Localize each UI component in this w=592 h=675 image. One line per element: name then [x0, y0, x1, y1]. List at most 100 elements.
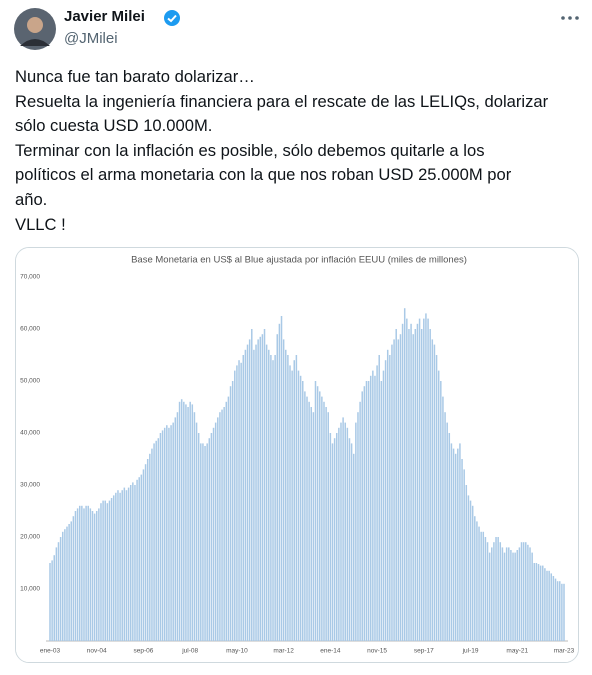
bar	[76, 508, 79, 641]
bar	[217, 417, 219, 641]
bar	[316, 386, 319, 641]
bar	[127, 487, 130, 641]
bar	[195, 422, 198, 641]
avatar[interactable]	[14, 8, 56, 50]
bar	[168, 427, 170, 641]
bar	[403, 308, 406, 641]
bar	[386, 349, 389, 641]
bar	[478, 526, 480, 641]
x-tick-label: may-10	[226, 648, 248, 655]
bar	[142, 469, 145, 641]
bar	[457, 448, 459, 641]
bar	[308, 401, 310, 641]
bar	[346, 427, 349, 641]
bar	[59, 537, 62, 641]
bar	[429, 329, 431, 641]
bar	[318, 391, 321, 641]
bar	[482, 531, 485, 641]
bar	[495, 537, 497, 641]
bar	[149, 453, 151, 641]
x-tick-label: ene-14	[320, 648, 341, 655]
bar	[295, 355, 298, 641]
tweet-line: año.	[15, 190, 48, 209]
more-menu[interactable]	[560, 12, 580, 24]
bar	[140, 474, 143, 641]
x-tick-label: may-21	[506, 648, 528, 655]
bar	[282, 339, 285, 641]
tweet-line: políticos el arma monetaria con la que n…	[15, 165, 512, 185]
bar	[223, 407, 225, 641]
bar	[261, 334, 264, 641]
bar	[344, 422, 346, 641]
bar	[115, 492, 117, 641]
bar	[510, 550, 512, 641]
bar	[121, 490, 123, 641]
x-tick-label: mar-23	[554, 648, 575, 655]
bar	[312, 412, 315, 641]
bar	[363, 386, 366, 641]
bar	[408, 329, 410, 641]
bar	[514, 552, 516, 641]
bar	[423, 318, 425, 641]
author-name[interactable]: Javier Milei	[64, 8, 145, 25]
bar	[350, 443, 353, 641]
bar	[563, 583, 565, 641]
bar	[537, 564, 540, 641]
bar	[380, 381, 383, 641]
bar	[484, 537, 487, 641]
bar	[522, 542, 525, 641]
bar	[170, 425, 172, 641]
bar	[321, 396, 323, 641]
bar	[525, 542, 527, 641]
bar	[474, 516, 476, 641]
bar	[246, 344, 249, 641]
bar	[372, 370, 374, 641]
bar	[291, 370, 293, 641]
bar	[83, 508, 85, 641]
bar	[253, 349, 255, 641]
bar	[306, 396, 308, 641]
bar	[480, 531, 482, 641]
bar	[448, 433, 451, 641]
bar	[518, 547, 521, 641]
tweet-line: sólo cuesta USD 10.000M.	[15, 116, 213, 136]
bar	[93, 513, 96, 641]
bar	[72, 516, 75, 641]
bar	[552, 576, 555, 641]
bar	[529, 547, 531, 641]
bar	[437, 370, 440, 641]
bar	[444, 412, 446, 641]
bar	[87, 505, 89, 641]
y-tick-label: 10,000	[20, 586, 40, 593]
tweet-line: Nunca fue tan barato dolarizar…	[15, 67, 255, 86]
x-tick-label: ene-03	[40, 648, 61, 655]
x-tick-label: mar-12	[273, 648, 294, 655]
bar	[236, 365, 238, 641]
bar	[425, 313, 427, 641]
bar	[248, 339, 251, 641]
x-tick-label: sep-17	[414, 648, 434, 655]
bar	[435, 355, 438, 641]
bar	[410, 323, 412, 641]
bar	[280, 316, 283, 641]
bar	[338, 427, 340, 641]
bar	[102, 500, 104, 641]
bar	[106, 503, 109, 641]
bar	[174, 417, 177, 641]
bar	[242, 355, 245, 641]
bar	[442, 396, 444, 641]
bar	[136, 479, 138, 641]
bar	[146, 459, 149, 641]
bar	[125, 490, 128, 641]
bar	[493, 542, 495, 641]
bar	[257, 339, 259, 641]
bar	[416, 323, 419, 641]
author-handle[interactable]: @JMilei	[64, 30, 118, 47]
bar	[393, 339, 395, 641]
bar	[450, 443, 453, 641]
chart-title: Base Monetaria en US$ al Blue ajustada p…	[131, 255, 467, 266]
bar	[157, 438, 160, 641]
bar	[505, 547, 508, 641]
bar	[227, 396, 230, 641]
bar	[144, 464, 147, 641]
